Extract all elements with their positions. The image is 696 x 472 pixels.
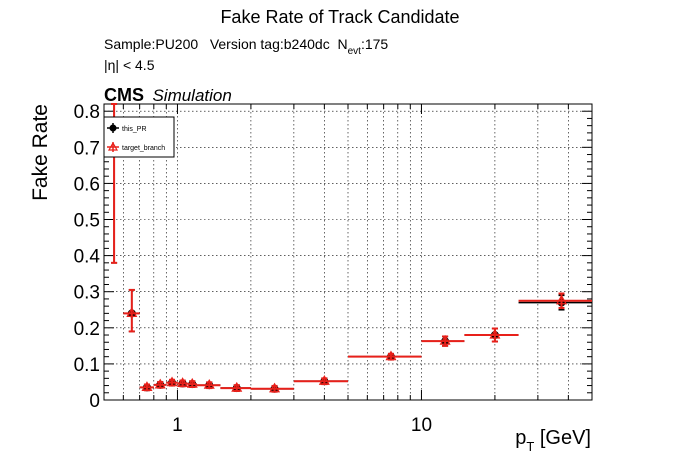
data-point-triangle [269,382,281,393]
y-tick-label: 0.5 [74,211,100,232]
data-point-triangle [385,350,397,361]
legend: this_PR target_branch [103,116,175,158]
data-point-triangle [555,294,568,305]
y-tick-label: 0.4 [74,247,101,268]
x-axis-label-sub: T [526,439,534,454]
legend-target-label: target_branch [122,145,165,152]
data-point-triangle [177,377,189,387]
series-target-branch [104,103,592,393]
x-tick-label: 10 [411,415,432,436]
eta-info-line: |η| < 4.5 [104,57,155,73]
series-layer [104,103,592,393]
data-point-triangle [154,378,166,389]
data-point-triangle [203,378,215,389]
grid-layer [103,104,593,400]
sample-info-suffix: :175 [361,36,388,52]
x-axis-label: pT [GeV] [515,427,591,454]
data-point-triangle [439,334,451,345]
legend-this-pr-label: this_PR [122,126,147,133]
data-point-triangle [489,328,501,339]
x-axis-label-main: p [515,427,526,449]
data-point-triangle [231,381,243,392]
x-axis-label-unit: [GeV] [534,427,591,449]
x-tick-label: 1 [172,415,183,436]
sample-info-line: Sample:PU200 Version tag:b240dc Nevt:175 [104,36,388,57]
y-axis-label: Fake Rate [29,104,52,201]
y-tick-label: 0.6 [74,174,100,195]
y-tick-label: 0.3 [74,283,100,304]
y-tick-label: 0.2 [74,319,100,340]
data-point-triangle [126,307,138,317]
y-tick-label: 0 [89,391,100,412]
legend-this-pr-marker [109,124,117,132]
data-point-triangle [318,375,330,385]
legend-target-marker [107,141,119,151]
y-tick-label: 0.1 [74,355,100,376]
y-tick-label: 0.7 [74,138,100,159]
data-point-triangle [186,377,198,388]
data-point-triangle [141,381,153,391]
data-point-triangle [166,376,178,387]
sample-info-sub: evt [348,46,362,57]
cms-label: CMS Simulation [104,85,232,105]
cms-label-main: CMS [104,85,144,105]
cms-label-sub: Simulation [152,86,231,105]
sample-info-prefix: Sample:PU200 Version tag:b240dc N [104,36,348,52]
chart-title: Fake Rate of Track Candidate [220,7,459,27]
y-tick-label: 0.8 [74,102,100,123]
